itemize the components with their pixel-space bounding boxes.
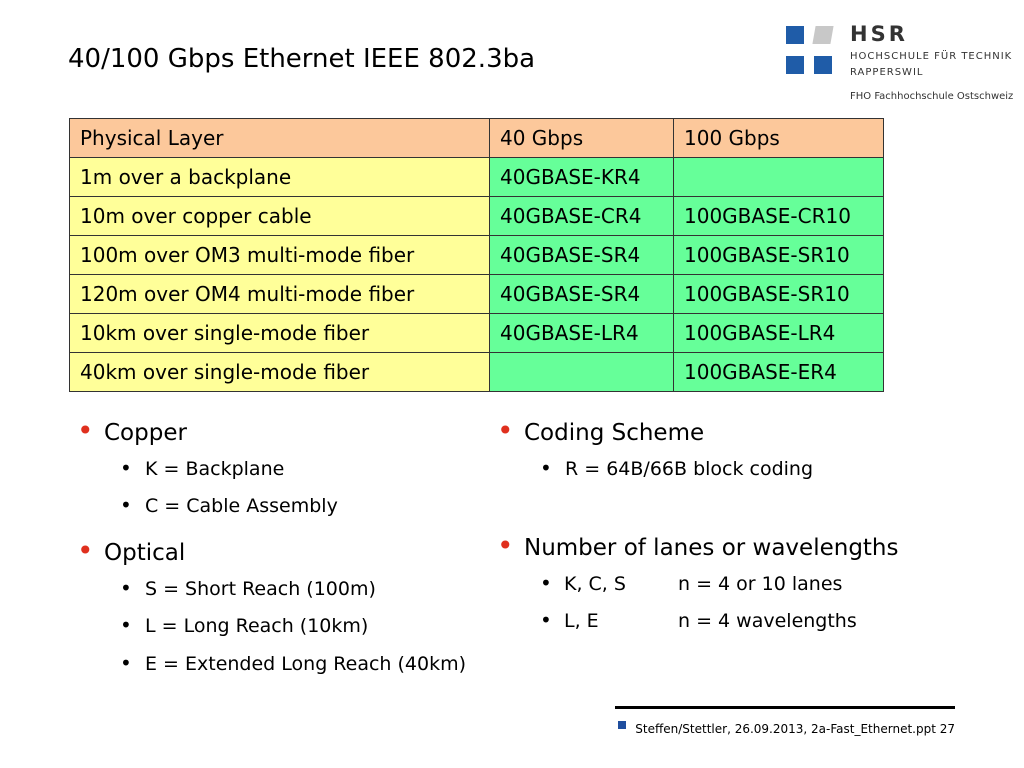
sub-bullet-dot: • [120,650,132,675]
bullet-text: Optical [104,540,186,566]
sub-bullet-text: n = 4 wavelengths [678,610,857,632]
cell: 40GBASE-LR4 [489,313,674,353]
logo-square [814,56,832,74]
footer-icon [618,721,626,729]
table: Physical Layer 40 Gbps 100 Gbps 1m over a b… [69,118,884,392]
cell: 40GBASE-KR4 [489,157,674,197]
table-row: 10m over copper cable 40GBASE-CR4 100GBASE… [69,196,884,236]
logo-square [812,26,834,44]
cell: 120m over OM4 multi-mode fiber [69,274,490,314]
cell: 100m over OM3 multi-mode fiber [69,235,490,275]
sub-bullet-text: K, C, S [564,572,626,595]
sub-bullet-text: S = Short Reach (100m) [145,577,376,600]
cell: 40GBASE-CR4 [489,196,674,236]
sub-bullet-dot: • [120,575,132,600]
cell: 100GBASE-SR10 [673,235,884,275]
bullet-dot: • [77,414,94,447]
bullet-text: Coding Scheme [524,420,705,446]
bullet-text: Copper [104,420,187,446]
table-row: 100m over OM3 multi-mode fiber 40GBASE-SR… [69,235,884,275]
sub-bullet-dot: • [120,493,132,517]
logo-square [786,56,804,74]
sub-bullet-text: L, E [564,610,599,632]
table-row: 120m over OM4 multi-mode fiber 40GBASE-SR… [69,274,884,314]
sub-bullet-text: K = Backplane [145,457,285,480]
cell: 1m over a backplane [69,157,490,197]
footer-rule [615,706,955,709]
header-cell: 100 Gbps [673,118,884,158]
header-cell: Physical Layer [69,118,490,158]
logo-text: HOCHSCHULE FÜR TECHNIK [850,51,1013,62]
bullet-dot: • [77,534,94,567]
table-row: 40km over single-mode fiber 100GBASE-ER4 [69,352,884,392]
cell: 40GBASE-SR4 [489,274,674,314]
footer: Steffen/Stettler, 26.09.2013, 2a-Fast_Et… [635,722,955,736]
sub-bullet-text: R = 64B/66B block coding [565,457,814,480]
title: 40/100 Gbps Ethernet IEEE 802.3ba [68,44,536,74]
logo-text: FHO Fachhochschule Ostschweiz [850,91,1014,102]
sub-bullet-dot: • [540,608,552,632]
sub-bullet-dot: • [120,613,132,637]
table-row: 10km over single-mode fiber 40GBASE-LR4 10… [69,313,884,353]
header-row: Physical Layer 40 Gbps 100 Gbps [69,118,884,158]
sub-bullet-dot: • [540,570,552,595]
cell: 100GBASE-CR10 [673,196,884,236]
bullet-dot: • [497,529,514,562]
sub-bullet-dot: • [120,455,132,480]
cell: 10m over copper cable [69,196,490,236]
header-cell: 40 Gbps [489,118,674,158]
cell: 100GBASE-SR10 [673,274,884,314]
sub-bullet-text: E = Extended Long Reach (40km) [145,652,467,675]
cell: 40GBASE-SR4 [489,235,674,275]
cell [489,352,674,392]
table-row: 1m over a backplane 40GBASE-KR4 [69,157,884,197]
cell [673,157,884,197]
cell: 100GBASE-ER4 [673,352,884,392]
sub-bullet-text: L = Long Reach (10km) [145,615,369,637]
bullet-dot: • [497,414,514,447]
logo-square [786,26,804,44]
logo-name: HSR [850,22,908,46]
sub-bullet-text: C = Cable Assembly [145,495,338,517]
logo-text: RAPPERSWIL [850,67,924,78]
cell: 10km over single-mode fiber [69,313,490,353]
cell: 100GBASE-LR4 [673,313,884,353]
sub-bullet-dot: • [540,455,552,480]
bullet-text: Number of lanes or wavelengths [524,535,899,561]
cell: 40km over single-mode fiber [69,352,490,392]
sub-bullet-text: n = 4 or 10 lanes [678,572,843,595]
